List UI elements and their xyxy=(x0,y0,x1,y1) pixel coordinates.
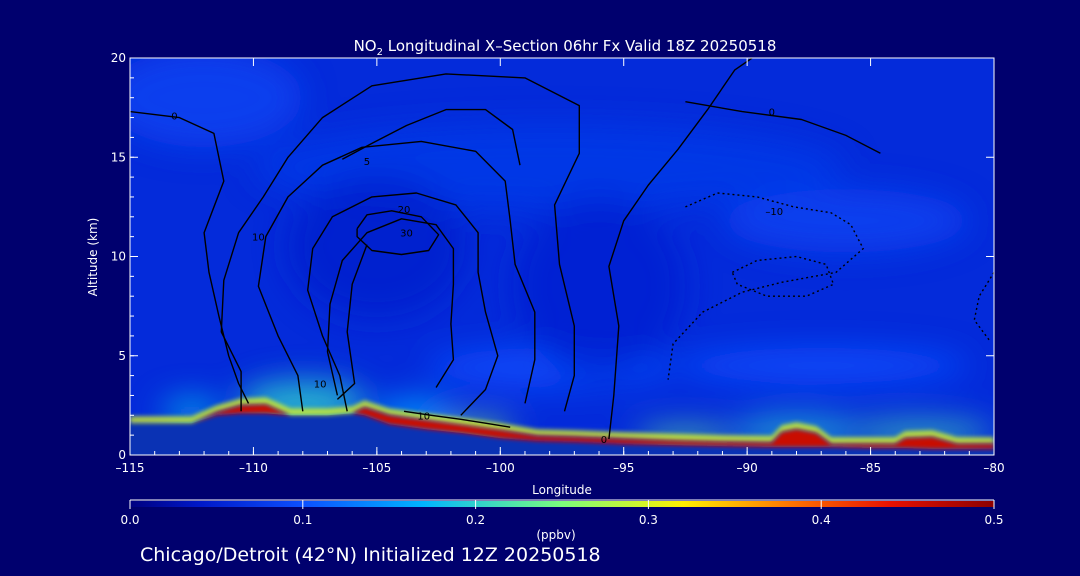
colorbar-tick-label-0: 0.0 xyxy=(120,513,139,527)
colorbar-tick-label-5: 0.5 xyxy=(984,513,1003,527)
colorbar-gradient-bar xyxy=(130,501,994,507)
contour-label-5: 5 xyxy=(364,157,370,168)
contour-line-11 xyxy=(667,192,864,380)
contour-label-9: 10 xyxy=(252,233,265,244)
contour-label-8: 30 xyxy=(400,229,413,240)
x-tick-label-2: –105 xyxy=(362,461,391,475)
contour-lines: 0 0 0 10 5 20 30 10 10 –10 xyxy=(130,58,994,446)
surface-layer-halo xyxy=(130,397,994,445)
contour-label-11: –10 xyxy=(765,207,783,218)
x-tick-label-5: –90 xyxy=(737,461,758,475)
chart-title: NO2 Longitudinal X–Section 06hr Fx Valid… xyxy=(354,37,777,58)
y-tick-label-2: 10 xyxy=(111,250,126,264)
field-region-12 xyxy=(287,175,466,319)
contour-label-3: 10 xyxy=(314,380,327,391)
y-tick-label-1: 5 xyxy=(118,349,126,363)
field-region-8 xyxy=(673,347,970,384)
x-axis-label: Longitude xyxy=(532,483,592,497)
y-axis-label: Altitude (km) xyxy=(86,218,100,297)
colorbar-tick-label-4: 0.4 xyxy=(812,513,831,527)
contour-line-5 xyxy=(341,108,521,166)
x-axis: –115 –110 –105 –100 –95 –90 –85 –80 xyxy=(116,58,1005,475)
contour-label-1: 0 xyxy=(601,435,607,446)
field-region-13 xyxy=(512,196,686,376)
contour-label-10: 10 xyxy=(417,411,430,422)
contour-label-6: 20 xyxy=(398,205,411,216)
x-tick-label-1: –110 xyxy=(239,461,268,475)
contour-label-0: 0 xyxy=(171,112,177,123)
field-region-9 xyxy=(722,189,970,253)
title-subscript: 2 xyxy=(377,47,383,58)
surface-pollution-layer xyxy=(130,404,994,450)
contour-line-7 xyxy=(326,218,455,396)
y-axis: 0 5 10 15 20 xyxy=(111,51,994,462)
x-tick-label-3: –100 xyxy=(486,461,515,475)
title-suffix: Longitudinal X–Section 06hr Fx Valid 18Z… xyxy=(383,37,776,55)
colorbar-tick-label-1: 0.1 xyxy=(293,513,312,527)
contour-line-13 xyxy=(973,272,994,341)
field-region-11 xyxy=(130,58,303,148)
colorbar: 0.0 0.1 0.2 0.3 0.4 0.5 (ppbv) xyxy=(120,499,1004,542)
contour-line-6 xyxy=(307,192,499,416)
plot-area: 0 0 0 10 5 20 30 10 10 –10 xyxy=(130,58,994,455)
title-prefix: NO xyxy=(354,37,377,55)
x-tick-label-0: –115 xyxy=(116,461,145,475)
contour-line-10 xyxy=(403,410,511,428)
contour-line-8 xyxy=(356,210,440,256)
terrain-shape xyxy=(130,413,994,455)
y-tick-label-0: 0 xyxy=(118,448,126,462)
colorbar-tick-label-2: 0.2 xyxy=(466,513,485,527)
colorbar-tick-label-3: 0.3 xyxy=(639,513,658,527)
colorbar-label: (ppbv) xyxy=(536,528,575,542)
x-tick-label-7: –80 xyxy=(983,461,1004,475)
contour-line-12 xyxy=(731,255,835,297)
y-tick-label-4: 20 xyxy=(111,51,126,65)
y-tick-label-3: 15 xyxy=(111,150,126,164)
contour-label-2: 0 xyxy=(769,108,775,119)
contour-line-2 xyxy=(685,101,881,154)
contour-line-1 xyxy=(608,58,753,440)
x-tick-label-4: –95 xyxy=(613,461,634,475)
x-tick-label-6: –85 xyxy=(860,461,881,475)
colorbar-ticks: 0.0 0.1 0.2 0.3 0.4 0.5 xyxy=(120,500,1004,527)
contour-line-9 xyxy=(336,244,368,400)
contour-line-3 xyxy=(220,73,580,412)
footer-caption: Chicago/Detroit (42°N) Initialized 12Z 2… xyxy=(140,544,601,566)
contour-line-0 xyxy=(130,110,250,404)
contour-line-4 xyxy=(257,140,536,412)
